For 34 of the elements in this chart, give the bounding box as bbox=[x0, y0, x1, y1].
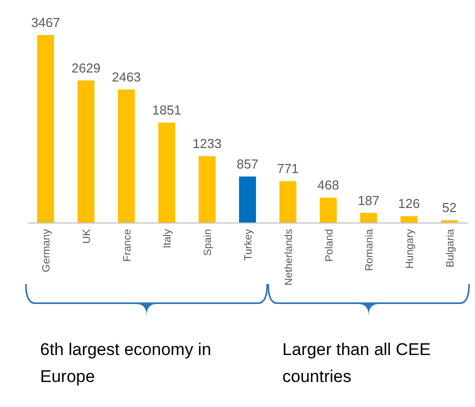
data-label: 52 bbox=[442, 200, 457, 216]
data-label: 468 bbox=[317, 178, 340, 193]
x-tick-label: Spain bbox=[202, 228, 214, 256]
x-tick-label: Poland bbox=[323, 228, 336, 262]
x-tick-label: Italy bbox=[162, 228, 174, 248]
bar bbox=[198, 156, 216, 223]
data-label: 771 bbox=[277, 161, 299, 176]
data-label: 857 bbox=[236, 156, 258, 172]
data-label: 126 bbox=[398, 196, 420, 212]
data-label: 1851 bbox=[152, 102, 182, 118]
bar bbox=[158, 122, 176, 223]
bar bbox=[37, 35, 54, 223]
data-label: 2629 bbox=[72, 60, 100, 76]
x-tick-label: Germany bbox=[40, 228, 53, 272]
bar bbox=[118, 89, 135, 223]
x-tick-label: Romania bbox=[364, 228, 376, 272]
data-label: 2463 bbox=[112, 69, 141, 84]
bar bbox=[400, 216, 418, 223]
x-tick-label: Hungary bbox=[404, 228, 416, 269]
bar bbox=[239, 176, 256, 223]
x-tick-label: Turkey bbox=[242, 228, 254, 261]
x-tick-label: Bulgaria bbox=[444, 228, 456, 268]
x-tick-label: France bbox=[121, 228, 134, 262]
bar bbox=[320, 198, 337, 223]
bar bbox=[279, 181, 296, 223]
data-label: 187 bbox=[358, 192, 380, 208]
x-tick-label: Netherlands bbox=[282, 229, 295, 286]
bar bbox=[360, 212, 378, 223]
text: 6th largest economy in Europe bbox=[40, 340, 212, 386]
data-label: 3467 bbox=[31, 15, 60, 30]
bar bbox=[77, 80, 94, 223]
text: Larger than all CEE countries bbox=[282, 340, 431, 386]
data-label: 1233 bbox=[192, 136, 222, 152]
x-tick-label: UK bbox=[80, 229, 93, 244]
